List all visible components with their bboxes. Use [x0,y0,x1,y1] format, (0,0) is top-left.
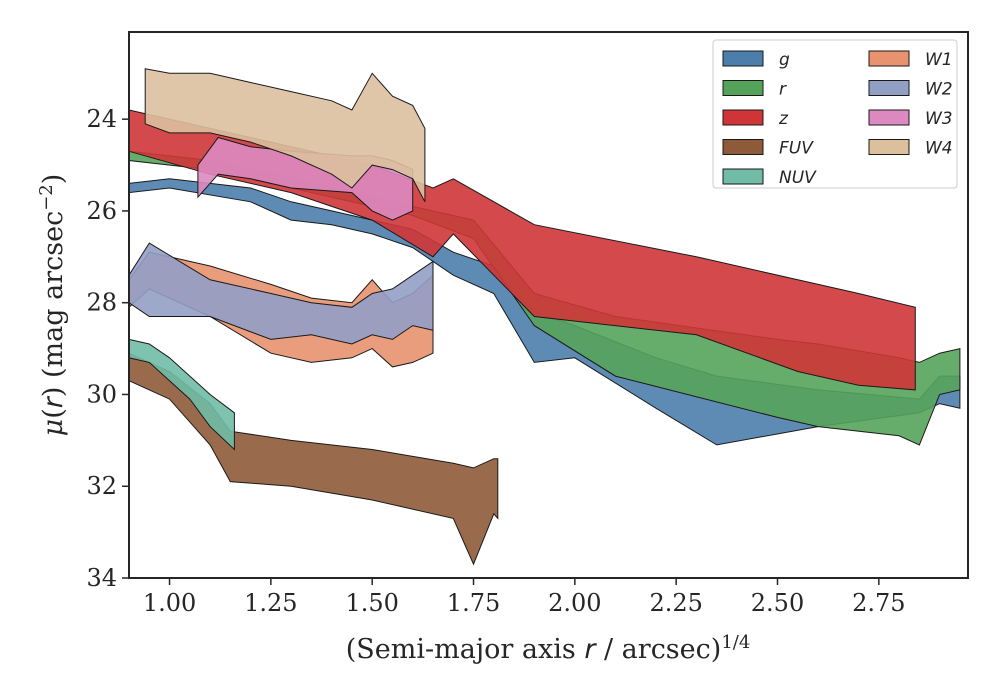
y-tick-label: 32 [86,472,117,500]
legend-label: W3 [925,109,953,129]
legend-label: r [779,80,787,100]
y-tick-label: 24 [86,105,117,133]
legend-label: W2 [925,80,953,100]
series-areas [128,68,961,566]
plot-frame [128,31,969,579]
y-tick-label: 30 [86,380,117,408]
series-area-w2 [128,242,434,345]
legend-swatch [868,139,910,155]
legend-swatch [722,139,764,155]
legend-swatch [868,109,910,126]
series-area-nuv [128,338,235,451]
y-tick-label: 28 [86,289,117,317]
y-tick-label: 34 [86,564,117,592]
x-tick-label: 2.00 [548,589,601,617]
y-tick-label: 26 [86,197,117,225]
x-axis-ticks: 1.00 1.25 1.50 1.75 2.00 2.25 2.50 2.75 [143,578,906,617]
legend: grz FUV NUV W1 W2 W3 W4 [712,39,958,189]
x-tick-label: 2.25 [649,589,702,617]
x-tick-label: 2.50 [751,589,804,617]
x-tick-label: 1.25 [244,589,297,617]
legend-swatch [722,109,764,126]
legend-label: W1 [925,50,953,70]
x-tick-label: 1.00 [143,589,196,617]
legend-label: FUV [779,139,814,159]
series-area-fuv [128,352,499,566]
legend-swatch [868,50,910,67]
y-axis-label: μ(r) (mag arcsec−2) [36,174,70,437]
series-area-w4 [144,68,426,203]
legend-swatch [722,168,764,185]
x-axis-label: (Semi-major axis r / arcsec)1/4 [346,632,751,666]
legend-swatch [722,80,764,96]
legend-label: W4 [925,139,953,159]
x-tick-label: 2.75 [852,589,905,617]
legend-swatch [722,50,764,67]
y-axis-ticks: 24 26 28 30 32 34 [86,105,129,592]
legend-swatch [868,80,910,96]
legend-label: z [778,109,789,129]
x-tick-label: 1.75 [447,589,500,617]
legend-label: g [779,50,790,70]
x-tick-label: 1.50 [345,589,398,617]
legend-label: NUV [779,168,817,188]
